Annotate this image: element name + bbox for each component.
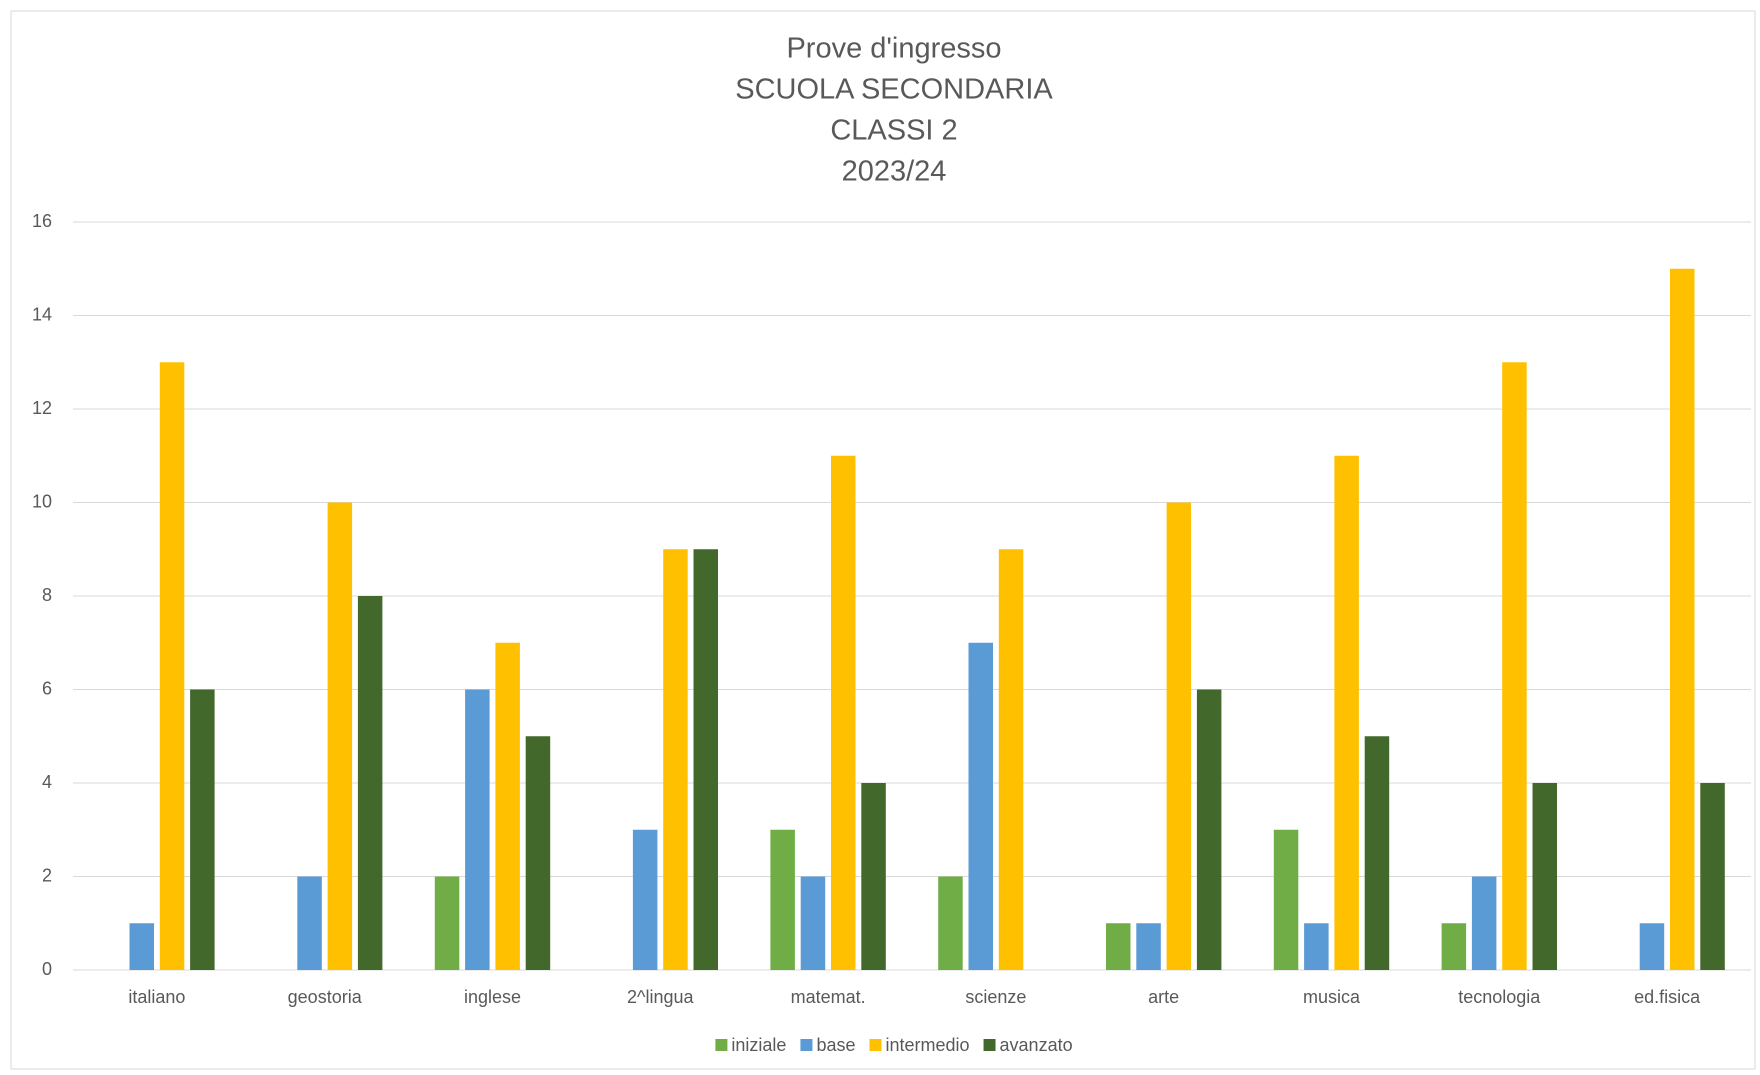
bar: [693, 549, 718, 970]
chart-title: SCUOLA SECONDARIA: [735, 74, 1053, 106]
y-tick-label: 8: [42, 585, 52, 605]
bar: [327, 502, 353, 970]
legend-label: avanzato: [1000, 1035, 1073, 1055]
bar: [1639, 923, 1665, 970]
bar: [663, 549, 688, 970]
bar: [1532, 783, 1557, 970]
x-tick-label: geostoria: [288, 987, 363, 1007]
x-tick-label: matemat.: [791, 987, 866, 1007]
bar: [938, 876, 963, 970]
chart-title: CLASSI 2: [830, 115, 957, 147]
bar: [1334, 455, 1359, 970]
bar: [770, 829, 795, 970]
y-tick-label: 6: [42, 678, 52, 698]
bar: [129, 923, 154, 970]
bar: [1136, 923, 1161, 970]
bar: [1166, 502, 1192, 970]
legend-swatch: [715, 1039, 728, 1051]
bar: [1273, 829, 1299, 970]
legend-label: intermedio: [885, 1035, 969, 1055]
bar: [800, 876, 826, 970]
bar: [1441, 923, 1467, 970]
x-tick-label: italiano: [128, 987, 185, 1007]
bar: [525, 736, 551, 970]
bar: [1700, 783, 1725, 970]
y-tick-label: 0: [42, 959, 52, 979]
bar: [1304, 923, 1329, 970]
legend-label: iniziale: [731, 1035, 786, 1055]
y-tick-label: 12: [32, 398, 52, 418]
legend-label: base: [816, 1035, 855, 1055]
bar: [1471, 876, 1497, 970]
y-tick-label: 14: [32, 304, 52, 324]
bar: [632, 829, 658, 970]
bar: [465, 689, 490, 970]
bar: [190, 689, 215, 970]
legend-swatch: [800, 1039, 813, 1051]
bar: [357, 596, 383, 970]
legend-swatch: [983, 1039, 996, 1051]
bar: [1106, 923, 1131, 970]
bar: [861, 783, 886, 970]
bar: [434, 876, 460, 970]
x-tick-label: inglese: [464, 987, 521, 1007]
y-tick-label: 4: [42, 772, 52, 792]
x-tick-label: 2^lingua: [627, 987, 694, 1007]
bar: [159, 362, 185, 970]
x-tick-label: arte: [1148, 987, 1179, 1007]
y-tick-label: 10: [32, 491, 52, 511]
bar: [1670, 268, 1695, 970]
x-tick-label: scienze: [965, 987, 1026, 1007]
x-tick-label: ed.fisica: [1634, 987, 1701, 1007]
x-tick-label: tecnologia: [1458, 987, 1541, 1007]
bar: [297, 876, 322, 970]
chart-title: 2023/24: [842, 156, 947, 188]
legend-swatch: [869, 1039, 882, 1051]
bar: [1502, 362, 1527, 970]
chart-title: Prove d'ingresso: [786, 33, 1001, 65]
y-tick-label: 16: [32, 211, 52, 231]
bar: [495, 642, 520, 970]
bar: [1196, 689, 1222, 970]
y-tick-label: 2: [42, 865, 52, 885]
bar: [1364, 736, 1390, 970]
bar: [998, 549, 1024, 970]
x-tick-label: musica: [1303, 987, 1361, 1007]
bar: [968, 642, 993, 970]
bar: [831, 455, 856, 970]
